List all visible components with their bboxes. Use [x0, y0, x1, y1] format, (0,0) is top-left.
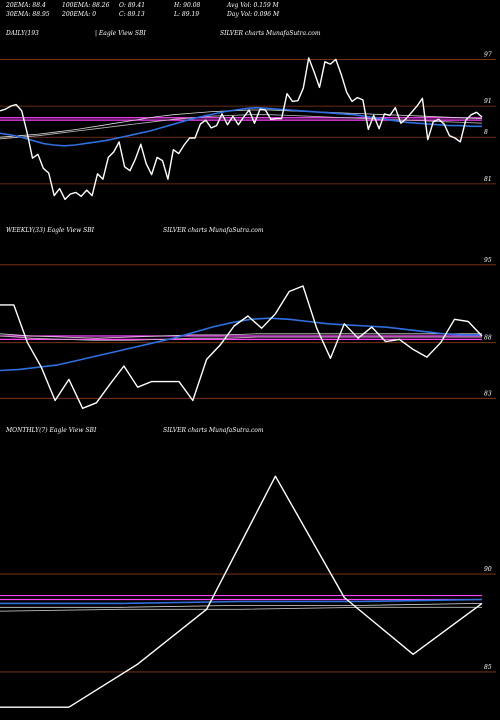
daily-price-line: [0, 57, 483, 201]
daily-period-label: DAILY(193: [6, 30, 39, 37]
high-label: H: 90.08: [174, 2, 201, 9]
weekly-tick-label: 83: [484, 390, 492, 397]
daily-tick-label: 8: [484, 129, 488, 136]
ema200-label: 200EMA: 0: [62, 11, 97, 18]
daily-ema-line: [0, 106, 482, 147]
monthly-chart: 90 85: [0, 475, 496, 708]
close-label: C: 89.13: [119, 11, 145, 18]
daily-tick-label: 81: [484, 176, 492, 183]
monthly-site-label: SILVER charts MunafaSutra.com: [163, 427, 264, 434]
open-label: O: 89.41: [119, 2, 146, 9]
daily-ema-long_1-line: [0, 109, 483, 138]
daily-ema-long_2-line: [0, 114, 483, 140]
weekly-ema-line: [0, 317, 482, 372]
monthly-ema-long_1-line: [0, 603, 483, 608]
ema20-label: 20EMA: 88.4: [6, 2, 46, 9]
daily-site-label: SILVER charts MunafaSutra.com: [220, 30, 321, 37]
weekly-chart: 95 88 83: [0, 257, 496, 409]
weekly-ema-long_2-line: [0, 335, 482, 341]
weekly-price-line: [0, 285, 483, 409]
avgvol-label: Avg Vol: 0.159 M: [227, 2, 279, 9]
daily-tick-label: 97: [484, 51, 492, 58]
daily-chart: 97 91 8 81: [0, 51, 496, 201]
ema30-label: 30EMA: 88.95: [6, 11, 50, 18]
weekly-tick-label: 88: [484, 335, 492, 342]
dayvol-label: Day Vol: 0.096 M: [227, 11, 280, 18]
weekly-ema-long_1-line: [0, 333, 482, 339]
monthly-ema-line: [0, 598, 483, 605]
weekly-period-label: WEEKLY(33) Eagle View SBI: [6, 227, 94, 234]
weekly-tick-label: 95: [484, 257, 492, 264]
monthly-tick-label: 85: [484, 664, 492, 671]
weekly-site-label: SILVER charts MunafaSutra.com: [163, 227, 264, 234]
low-label: L: 89.19: [174, 11, 200, 18]
stats-header: 20EMA: 88.4 100EMA: 88.26 O: 89.41 H: 90…: [6, 2, 496, 22]
monthly-price-line: [0, 475, 483, 708]
daily-eagle-label: | Eagle View SBI: [95, 30, 146, 37]
daily-tick-label: 91: [484, 98, 492, 105]
monthly-tick-label: 90: [484, 566, 492, 573]
monthly-ema-long_2-line: [0, 606, 482, 612]
monthly-period-label: MONTHLY(7) Eagle View SBI: [6, 427, 97, 434]
ema100-label: 100EMA: 88.26: [62, 2, 110, 9]
